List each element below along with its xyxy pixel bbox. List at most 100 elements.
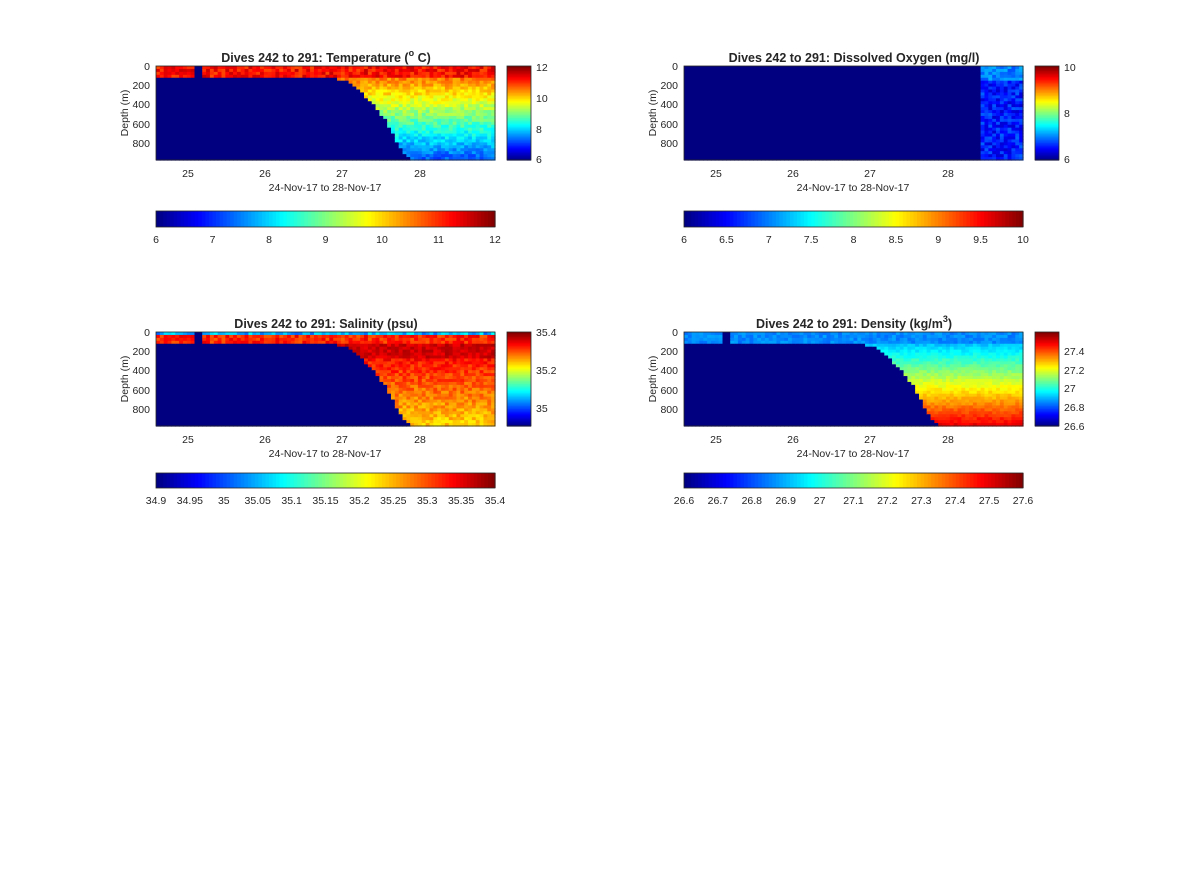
colorbar-swatch <box>507 68 531 72</box>
heatmap-cell <box>248 118 253 123</box>
heatmap-cell <box>691 130 697 135</box>
heatmap-cell <box>487 89 492 94</box>
heatmap-cell <box>414 107 419 111</box>
heatmap-cell <box>194 89 199 94</box>
heatmap-cell <box>479 110 485 114</box>
heatmap-cell <box>175 118 180 123</box>
heatmap-cell <box>483 124 488 129</box>
heatmap-cell <box>252 145 257 149</box>
heatmap-cell <box>279 110 284 114</box>
heatmap-cell <box>441 98 446 102</box>
heatmap-cell <box>337 136 342 141</box>
colorbar-swatch <box>507 93 531 96</box>
heatmap-cell <box>337 83 342 88</box>
heatmap-cell <box>333 98 338 102</box>
heatmap-cell <box>753 118 758 123</box>
heatmap-cell <box>263 104 269 108</box>
heatmap-cell <box>248 154 253 158</box>
heatmap-cell <box>283 124 288 129</box>
heatmap-cell <box>171 95 176 99</box>
heatmap-cell <box>217 139 223 143</box>
heatmap-cell <box>414 86 419 91</box>
heatmap-cell <box>491 92 496 96</box>
heatmap-cell <box>240 83 246 88</box>
heatmap-cell <box>279 133 284 138</box>
heatmap-cell <box>417 139 423 143</box>
heatmap-cell <box>710 98 716 102</box>
heatmap-cell <box>749 113 754 117</box>
heatmap-cell <box>691 110 697 114</box>
heatmap-cell <box>356 107 361 111</box>
heatmap-cell <box>167 89 173 94</box>
heatmap-cell <box>441 118 446 123</box>
heatmap-cell <box>429 83 434 88</box>
heatmap-cell <box>240 77 246 82</box>
heatmap-cell <box>256 115 261 120</box>
heatmap-cell <box>707 83 712 88</box>
heatmap-cell <box>703 71 708 76</box>
heatmap-cell <box>417 151 423 155</box>
heatmap-cell <box>348 77 354 82</box>
heatmap-cell <box>444 66 450 70</box>
heatmap-cell <box>213 113 219 117</box>
heatmap-cell <box>410 89 415 94</box>
heatmap-cell <box>244 130 250 135</box>
heatmap-cell <box>421 154 427 158</box>
heatmap-cell <box>379 118 384 123</box>
heatmap-cell <box>298 142 303 146</box>
heatmap-cell <box>491 145 496 149</box>
heatmap-cell <box>433 66 438 70</box>
heatmap-cell <box>294 66 300 70</box>
heatmap-cell <box>737 127 743 132</box>
heatmap-cell <box>286 98 292 102</box>
heatmap-cell <box>703 74 708 79</box>
heatmap-cell <box>468 136 473 141</box>
heatmap-cell <box>726 68 731 73</box>
heatmap-cell <box>730 66 735 70</box>
heatmap-cell <box>236 145 242 149</box>
heatmap-cell <box>267 139 273 143</box>
heatmap-cell <box>471 130 477 135</box>
heatmap-cell <box>306 98 311 102</box>
heatmap-cell <box>684 154 689 158</box>
heatmap-cell <box>371 107 377 111</box>
heatmap-cell <box>260 101 265 105</box>
heatmap-cell <box>757 107 762 111</box>
heatmap-cell <box>240 139 246 143</box>
heatmap-cell <box>383 142 388 146</box>
heatmap-cell <box>236 86 242 91</box>
heatmap-cell <box>221 98 226 102</box>
heatmap-cell <box>329 124 334 129</box>
heatmap-cell <box>414 83 419 88</box>
heatmap-cell <box>194 118 199 123</box>
heatmap-cell <box>279 124 284 129</box>
heatmap-cell <box>718 136 724 141</box>
heatmap-cell <box>710 110 716 114</box>
heatmap-cell <box>340 151 346 155</box>
heatmap-cell <box>367 154 373 158</box>
heatmap-cell <box>333 83 338 88</box>
colorbar-swatch <box>311 211 316 227</box>
heatmap-cell <box>310 104 315 108</box>
colorbar-swatch <box>507 133 531 136</box>
colorbar-swatch <box>240 211 245 227</box>
heatmap-cell <box>290 98 296 102</box>
heatmap-cell <box>209 80 215 85</box>
colorbar-swatch <box>219 211 224 227</box>
heatmap-cell <box>390 71 396 76</box>
heatmap-cell <box>452 86 458 91</box>
heatmap-cell <box>734 107 739 111</box>
heatmap-cell <box>156 157 161 161</box>
heatmap-cell <box>417 98 423 102</box>
heatmap-cell <box>444 107 450 111</box>
colorbar-swatch <box>507 70 531 73</box>
heatmap-cell <box>275 95 280 99</box>
heatmap-cell <box>745 83 751 88</box>
heatmap-cell <box>190 115 196 120</box>
heatmap-cell <box>360 115 365 120</box>
heatmap-cell <box>310 92 315 96</box>
heatmap-cell <box>356 124 361 129</box>
heatmap-cell <box>163 83 169 88</box>
heatmap-cell <box>229 136 234 141</box>
heatmap-cell <box>718 80 724 85</box>
